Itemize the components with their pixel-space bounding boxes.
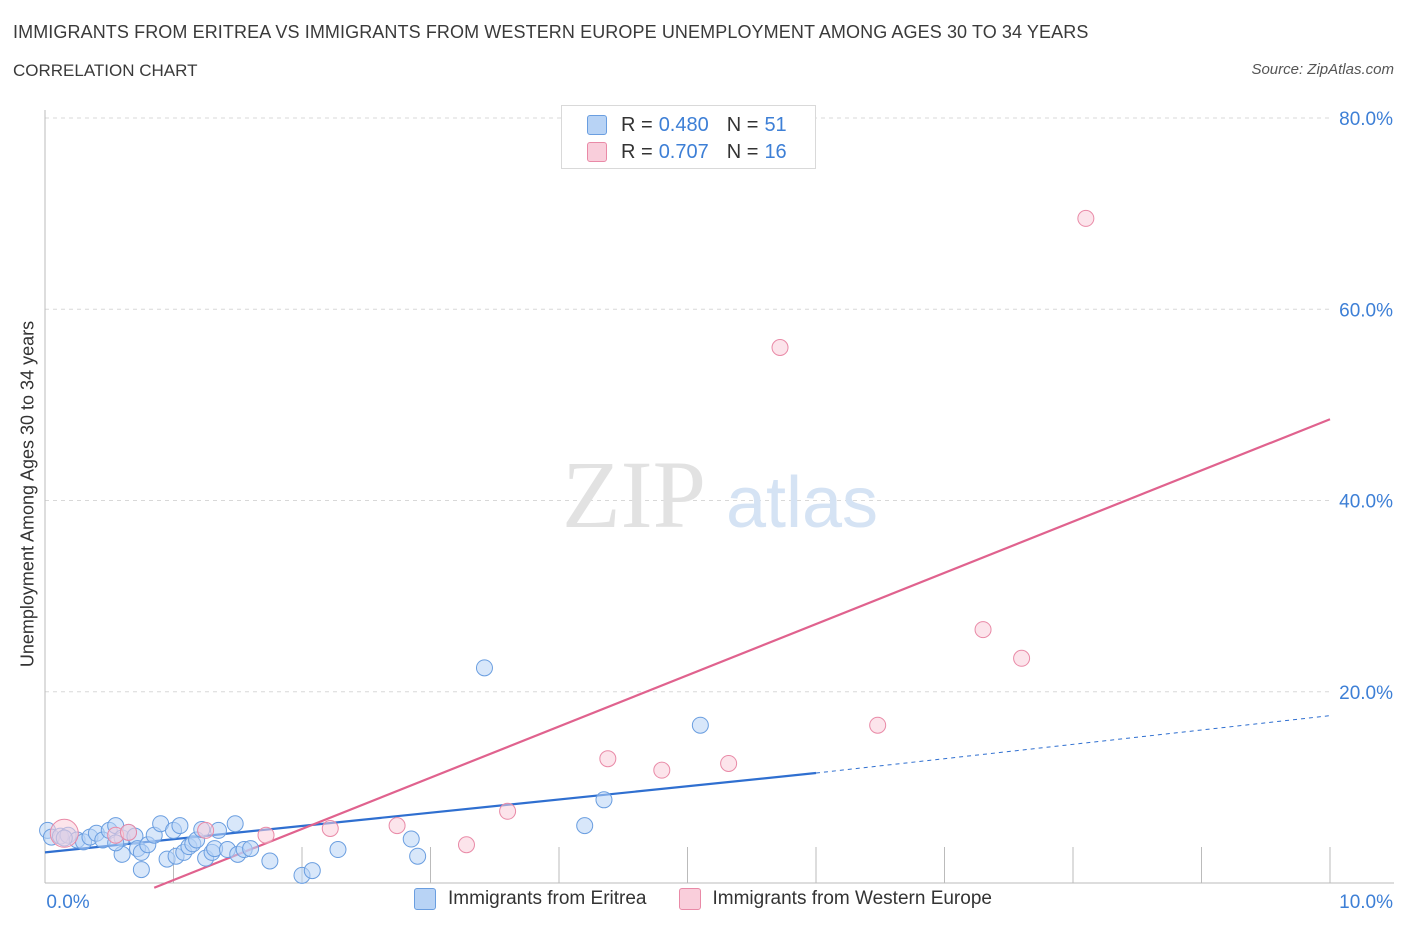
point-eritrea: [242, 840, 260, 858]
x-tick-label: 10.0%: [1339, 892, 1393, 913]
legend-r-label: R =: [621, 113, 653, 136]
point-eritrea: [226, 815, 244, 833]
point-western-europe: [599, 750, 617, 768]
point-western-europe: [120, 823, 138, 841]
legend-n-label: N =: [726, 140, 759, 163]
chart-subtitle: CORRELATION CHART: [13, 61, 198, 80]
chart-title: IMMIGRANTS FROM ERITREA VS IMMIGRANTS FR…: [13, 22, 1089, 42]
point-eritrea: [171, 817, 189, 835]
point-eritrea: [409, 847, 427, 865]
point-eritrea: [595, 791, 613, 809]
point-eritrea: [329, 841, 347, 859]
point-western-europe: [869, 716, 887, 734]
y-tick-label: 20.0%: [1339, 683, 1393, 704]
series-swatch-western-europe: [678, 888, 701, 910]
point-eritrea: [576, 817, 594, 835]
point-western-europe: [457, 836, 475, 854]
point-eritrea: [261, 852, 279, 870]
data-points: [39, 209, 1095, 884]
point-western-europe: [49, 818, 79, 848]
axes: [44, 110, 1394, 884]
y-axis-label: Unemployment Among Ages 30 to 34 years: [17, 320, 38, 668]
point-eritrea: [475, 659, 493, 677]
legend-swatch-western-europe: [587, 142, 607, 162]
series-legend: Immigrants from Eritrea Immigrants from …: [0, 888, 1406, 910]
series-legend-western-europe[interactable]: Immigrants from Western Europe: [678, 888, 992, 910]
legend-r-value: 0.480: [658, 113, 709, 136]
legend-n-label: N =: [726, 113, 759, 136]
point-western-europe: [653, 761, 671, 779]
legend-row-eritrea: R = 0.480 N = 51: [587, 113, 787, 137]
correlation-legend: R = 0.480 N = 51 R = 0.707 N = 16: [561, 105, 816, 169]
legend-r-label: R =: [621, 140, 653, 163]
legend-row-western-europe: R = 0.707 N = 16: [587, 140, 787, 164]
point-western-europe: [720, 754, 738, 772]
y-tick-label: 80.0%: [1339, 109, 1393, 130]
point-western-europe: [388, 817, 406, 835]
watermark-atlas: atlas: [726, 463, 878, 543]
y-tick-label: 40.0%: [1339, 492, 1393, 513]
series-label-western-europe: Immigrants from Western Europe: [712, 888, 992, 909]
point-western-europe: [771, 339, 789, 356]
legend-r-value: 0.707: [658, 140, 709, 163]
grid-lines: [45, 117, 1330, 693]
y-tick-label: 60.0%: [1339, 300, 1393, 321]
tick-labels: 20.0% 40.0% 60.0% 80.0% 0.0% 10.0%: [46, 109, 1393, 913]
source-label: Source: ZipAtlas.com: [1251, 61, 1394, 78]
point-western-europe: [1077, 209, 1095, 227]
point-eritrea: [303, 862, 321, 880]
legend-n-value: 16: [764, 140, 787, 163]
point-western-europe: [321, 819, 339, 837]
point-western-europe: [257, 826, 275, 844]
legend-n-value: 51: [764, 113, 787, 136]
point-eritrea: [691, 716, 709, 734]
point-western-europe: [974, 621, 992, 639]
trendline-western-europe: [153, 418, 1331, 889]
trendline-extension-eritrea: [815, 715, 1331, 774]
trendlines: [44, 418, 1331, 889]
point-western-europe: [1013, 649, 1031, 667]
series-swatch-eritrea: [414, 888, 437, 910]
legend-swatch-eritrea: [587, 115, 607, 135]
point-western-europe: [499, 802, 517, 820]
x-tick-label: 0.0%: [46, 892, 89, 913]
watermark-zip: ZIP: [562, 441, 706, 548]
point-eritrea: [132, 861, 150, 879]
point-eritrea: [402, 830, 420, 848]
series-legend-eritrea[interactable]: Immigrants from Eritrea: [414, 888, 647, 910]
watermark: ZIP atlas: [562, 441, 878, 548]
trendline-eritrea: [44, 771, 817, 854]
point-western-europe: [197, 821, 215, 839]
series-label-eritrea: Immigrants from Eritrea: [448, 888, 647, 909]
